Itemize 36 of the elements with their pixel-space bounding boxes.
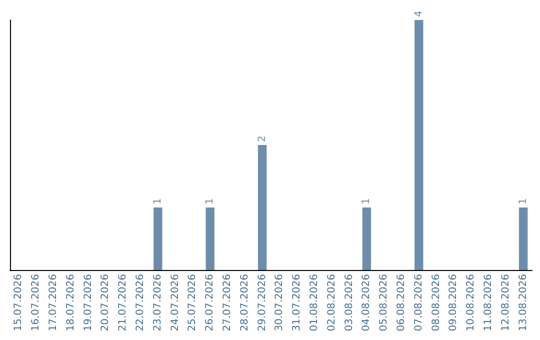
x-tick-label: 03.08.2026	[344, 274, 355, 332]
data-label: 1	[361, 198, 372, 204]
x-tick-label: 22.07.2026	[135, 274, 146, 332]
x-tick-label: 17.07.2026	[48, 274, 59, 332]
data-label: 4	[413, 10, 424, 17]
data-label: 1	[518, 198, 529, 204]
x-tick-label: 12.08.2026	[500, 274, 512, 332]
x-tick-label: 24.07.2026	[170, 274, 181, 332]
x-tick-label: 31.07.2026	[292, 274, 303, 332]
data-label: 2	[256, 136, 268, 142]
data-label: 1	[204, 198, 216, 204]
x-tick-label: 15.07.2026	[13, 274, 24, 332]
x-tick-label: 29.07.2026	[256, 274, 268, 332]
x-tick-label: 30.07.2026	[274, 274, 286, 332]
x-tick-label: 26.07.2026	[204, 274, 216, 332]
x-tick-label: 11.08.2026	[483, 274, 494, 332]
x-tick-label: 06.08.2026	[396, 274, 407, 332]
x-tick-label: 19.07.2026	[82, 274, 94, 332]
x-tick-label: 20.07.2026	[100, 274, 112, 332]
x-tick-label: 27.07.2026	[222, 274, 233, 332]
x-tick-label: 08.08.2026	[430, 274, 442, 332]
x-tick-label: 04.08.2026	[361, 274, 372, 332]
x-tick-label: 07.08.2026	[413, 274, 424, 332]
data-label: 1	[152, 198, 164, 204]
x-tick-label: 05.08.2026	[378, 274, 390, 332]
x-tick-label: 01.08.2026	[309, 274, 320, 332]
x-tick-label: 25.07.2026	[187, 274, 198, 332]
x-tick-label: 02.08.2026	[326, 274, 338, 332]
x-tick-label: 23.07.2026	[152, 274, 164, 332]
x-tick-label: 18.07.2026	[65, 274, 76, 332]
x-tick-label: 09.08.2026	[448, 274, 460, 332]
x-tick-label: 13.08.2026	[518, 274, 529, 332]
x-tick-label: 16.07.2026	[30, 274, 42, 332]
x-tick-label: 10.08.2026	[466, 274, 477, 332]
x-tick-label: 28.07.2026	[239, 274, 250, 332]
x-tick-label: 21.07.2026	[118, 274, 129, 332]
